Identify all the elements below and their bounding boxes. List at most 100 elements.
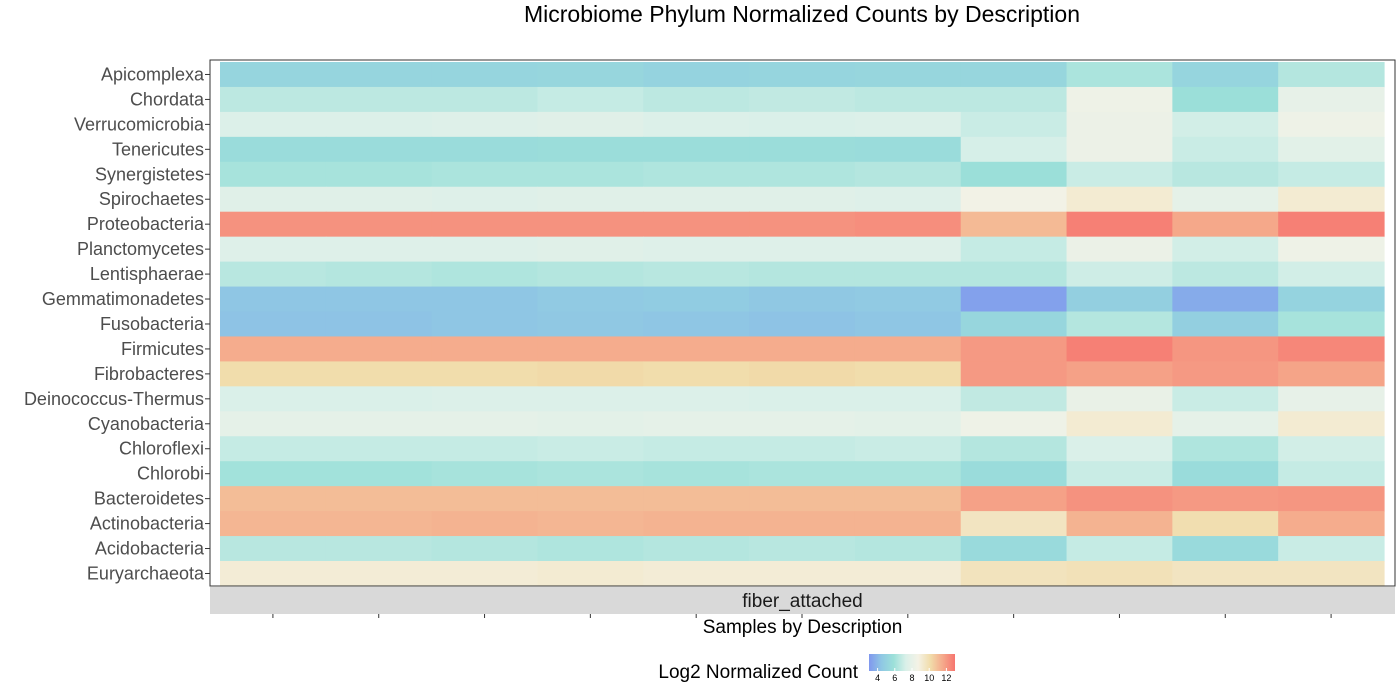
heatmap-cell	[749, 461, 856, 487]
heatmap-cell	[643, 336, 750, 362]
heatmap-cell	[1172, 186, 1279, 213]
heatmap-cell	[960, 436, 1068, 462]
row-label: Spirochaetes	[99, 189, 204, 209]
heatmap-cell	[643, 86, 750, 113]
row-label: Synergistetes	[95, 164, 204, 184]
heatmap-cell	[643, 411, 750, 437]
heatmap-cell	[537, 386, 644, 412]
legend-tick-label: 8	[909, 673, 914, 683]
heatmap-cell	[325, 236, 433, 263]
row-label: Fibrobacteres	[94, 364, 204, 384]
heatmap-cell	[220, 386, 327, 412]
heatmap-cell	[854, 286, 962, 313]
legend-tick-label: 12	[941, 673, 951, 683]
legend-tick-label: 4	[875, 673, 880, 683]
heatmap-cell	[537, 536, 644, 562]
x-axis-title: Samples by Description	[703, 617, 903, 638]
heatmap-cell	[1172, 486, 1279, 512]
heatmap-cell	[960, 536, 1068, 562]
heatmap-cell	[1278, 186, 1385, 213]
row-label: Verrucomicrobia	[74, 114, 205, 134]
heatmap-cell	[960, 186, 1068, 213]
heatmap-cell	[854, 511, 962, 537]
heatmap-cell	[1278, 336, 1385, 362]
heatmap-cell	[1278, 136, 1385, 163]
heatmap-cell	[431, 136, 539, 163]
row-label: Proteobacteria	[87, 214, 205, 234]
heatmap-cell	[643, 211, 750, 238]
heatmap-cell	[1172, 411, 1279, 437]
heatmap-cell	[1066, 511, 1173, 537]
heatmap-cell	[220, 261, 327, 288]
legend-title: Log2 Normalized Count	[658, 662, 858, 683]
heatmap-cell	[325, 136, 433, 163]
heatmap-cell	[960, 136, 1068, 163]
heatmap-cell	[1278, 211, 1385, 238]
heatmap-cell	[960, 486, 1068, 512]
heatmap-cell	[749, 111, 856, 138]
heatmap-cell	[749, 336, 856, 362]
heatmap-cell	[1172, 311, 1279, 338]
heatmap-cell	[537, 186, 644, 213]
heatmap-cell	[325, 411, 433, 437]
row-label: Chloroflexi	[119, 439, 204, 459]
heatmap-cell	[643, 461, 750, 487]
heatmap-cell	[643, 186, 750, 213]
heatmap-cell	[1066, 311, 1173, 338]
heatmap-cell	[431, 361, 539, 387]
heatmap-cell	[325, 86, 433, 113]
heatmap-cell	[1278, 236, 1385, 263]
row-label: Euryarchaeota	[87, 563, 205, 583]
heatmap-cell	[749, 536, 856, 562]
heatmap-cell	[643, 386, 750, 412]
heatmap-cell	[431, 486, 539, 512]
heatmap-cell	[1066, 386, 1173, 412]
heatmap-cell	[537, 311, 644, 338]
heatmap-cell	[960, 511, 1068, 537]
heatmap-cell	[1066, 86, 1173, 113]
heatmap-cell	[1066, 286, 1173, 313]
heatmap-cell	[431, 161, 539, 188]
heatmap-cell	[960, 411, 1068, 437]
heatmap-cell	[325, 386, 433, 412]
heatmap-cell	[325, 161, 433, 188]
heatmap-cell	[643, 236, 750, 263]
row-label: Cyanobacteria	[88, 414, 205, 434]
heatmap-cell	[854, 236, 962, 263]
heatmap-cell	[325, 336, 433, 362]
heatmap-cell	[643, 561, 750, 587]
heatmap-cell	[854, 411, 962, 437]
heatmap-cell	[1278, 161, 1385, 188]
heatmap-cell	[854, 311, 962, 338]
row-label: Apicomplexa	[101, 64, 205, 84]
heatmap-cell	[431, 536, 539, 562]
heatmap-cell	[749, 311, 856, 338]
heatmap-cell	[854, 536, 962, 562]
heatmap-cell	[220, 136, 327, 163]
heatmap-cell	[1066, 411, 1173, 437]
heatmap-cell	[1172, 336, 1279, 362]
heatmap-cell	[220, 461, 327, 487]
heatmap-cell	[960, 461, 1068, 487]
heatmap-cell	[1172, 236, 1279, 263]
heatmap-cell	[1278, 261, 1385, 288]
heatmap-cell	[960, 236, 1068, 263]
heatmap-cell	[1278, 436, 1385, 462]
heatmap-cell	[643, 136, 750, 163]
heatmap-cell	[537, 111, 644, 138]
row-label: Deinococcus-Thermus	[24, 389, 204, 409]
heatmap-cell	[1278, 511, 1385, 537]
heatmap-cell	[1066, 62, 1173, 88]
heatmap-cell	[537, 336, 644, 362]
heatmap-cell	[854, 336, 962, 362]
heatmap-cell	[1172, 536, 1279, 562]
heatmap-cell	[220, 186, 327, 213]
heatmap-cell	[643, 261, 750, 288]
row-label: Lentisphaerae	[90, 264, 204, 284]
heatmap-cell	[325, 62, 433, 88]
heatmap-cell	[1172, 211, 1279, 238]
heatmap-cell	[431, 511, 539, 537]
heatmap-cell	[1066, 211, 1173, 238]
heatmap-cell	[537, 361, 644, 387]
heatmap-cell	[220, 211, 327, 238]
